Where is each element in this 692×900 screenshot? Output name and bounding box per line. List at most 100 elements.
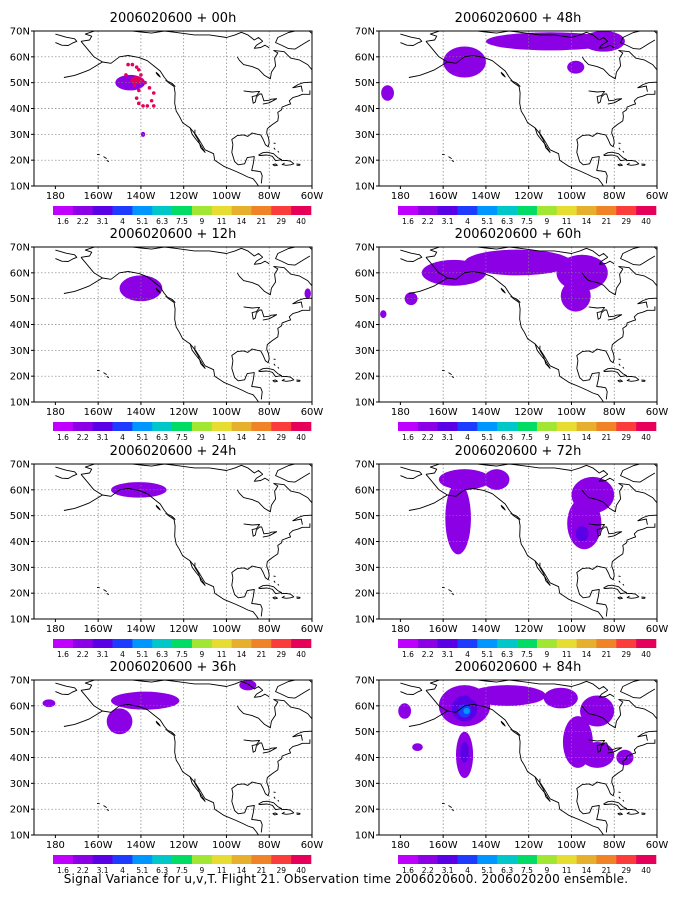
coastline (258, 584, 283, 595)
colorbar-swatch (477, 422, 498, 431)
colorbar-swatch (457, 422, 478, 431)
coastline (618, 265, 657, 308)
panel-title: 2006020600 + 48h (455, 11, 582, 26)
coastline (618, 482, 657, 525)
colorbar-label: 9 (544, 650, 549, 659)
colorbar-swatch (211, 639, 232, 648)
coastline (253, 40, 270, 49)
coastline (625, 375, 640, 382)
x-tick-label: 140W (126, 840, 155, 851)
coastline (510, 729, 521, 736)
x-tick-label: 180 (391, 840, 410, 851)
y-tick-label: 40N (355, 320, 375, 331)
colorbar-swatch (398, 422, 419, 431)
colorbar-swatch (616, 206, 637, 215)
colorbar-label: 3.1 (442, 866, 454, 875)
figure-caption: Signal Variance for u,v,T. Flight 21. Ob… (63, 872, 629, 886)
panel-title: 2006020600 + 72h (455, 444, 582, 459)
coastline (622, 150, 625, 153)
colorbar-label: 4 (465, 650, 470, 659)
signal-contour (485, 32, 615, 51)
y-tick-label: 70N (355, 460, 375, 471)
coastline (106, 376, 110, 379)
colorbar-label: 2.2 (422, 650, 434, 659)
coastline (658, 512, 672, 524)
colorbar-label: 1.6 (57, 217, 69, 226)
colorbar-swatch (437, 206, 458, 215)
coastline (275, 247, 311, 266)
plot-area (34, 31, 312, 186)
y-tick-label: 70N (355, 676, 375, 687)
colorbar-label: 3.1 (442, 433, 454, 442)
colorbar-swatch (152, 855, 173, 864)
colorbar-swatch (191, 422, 213, 431)
signal-contour (582, 31, 625, 52)
signal-contour (483, 469, 510, 490)
x-tick-label: 180 (46, 624, 65, 635)
x-tick-label: 180 (391, 624, 410, 635)
colorbar-swatch (517, 206, 538, 215)
coastline (451, 809, 455, 812)
signal-contour (575, 526, 589, 542)
x-tick-label: 60W (646, 840, 669, 851)
y-tick-label: 10N (10, 182, 30, 193)
colorbar-label: 6.3 (501, 650, 513, 659)
colorbar-label: 6.3 (501, 217, 513, 226)
coastline (258, 367, 283, 378)
colorbar-label: 2.2 (422, 433, 434, 442)
colorbar-label: 7.5 (176, 650, 188, 659)
coastline (451, 376, 455, 379)
colorbar-label: 29 (621, 650, 631, 659)
x-tick-label: 80W (603, 191, 626, 202)
coastline (617, 163, 623, 167)
colorbar-label: 3.1 (97, 433, 109, 442)
colorbar-swatch (497, 855, 518, 864)
coastline (165, 513, 176, 520)
signal-contour (119, 275, 163, 302)
colorbar-label: 2.2 (422, 217, 434, 226)
colorbar-label: 14 (237, 217, 247, 226)
colorbar-swatch (517, 422, 538, 431)
colorbar-label: 40 (296, 866, 306, 875)
coastline (618, 363, 621, 366)
colorbar-swatch (112, 422, 133, 431)
coastline (658, 295, 672, 307)
coastline (280, 159, 295, 166)
coastline (165, 80, 176, 87)
colorbar-label: 14 (582, 866, 592, 875)
y-tick-label: 60N (10, 268, 30, 279)
colorbar-label: 9 (199, 866, 204, 875)
coastline (625, 159, 640, 166)
colorbar-swatch (398, 855, 419, 864)
x-tick-label: 120W (514, 624, 543, 635)
coastline (448, 372, 452, 375)
coastline (622, 366, 625, 369)
colorbar-swatch (271, 206, 292, 215)
colorbar-swatch (636, 206, 657, 215)
coastline (280, 808, 295, 815)
y-tick-label: 40N (10, 537, 30, 548)
x-tick-label: 160W (429, 624, 458, 635)
coastline (581, 266, 624, 296)
coastline (231, 90, 311, 148)
colorbar-label: 4 (465, 433, 470, 442)
plot-area (379, 31, 657, 186)
colorbar-swatch (536, 855, 558, 864)
colorbar-swatch (251, 639, 272, 648)
coastline (103, 589, 107, 592)
coastline (236, 483, 279, 513)
coastline (296, 379, 301, 382)
y-tick-label: 30N (355, 346, 375, 357)
coastline (534, 127, 551, 153)
plot-area (34, 247, 312, 402)
colorbar-label: 29 (621, 217, 631, 226)
colorbar-swatch (616, 855, 637, 864)
y-tick-label: 50N (10, 511, 30, 522)
coastline (296, 812, 301, 815)
coastline (576, 144, 608, 184)
x-tick-label: 80W (258, 407, 281, 418)
colorbar-label: 21 (602, 866, 612, 875)
colorbar-swatch (497, 639, 518, 648)
observation-point (130, 62, 135, 67)
coastline (55, 33, 78, 46)
